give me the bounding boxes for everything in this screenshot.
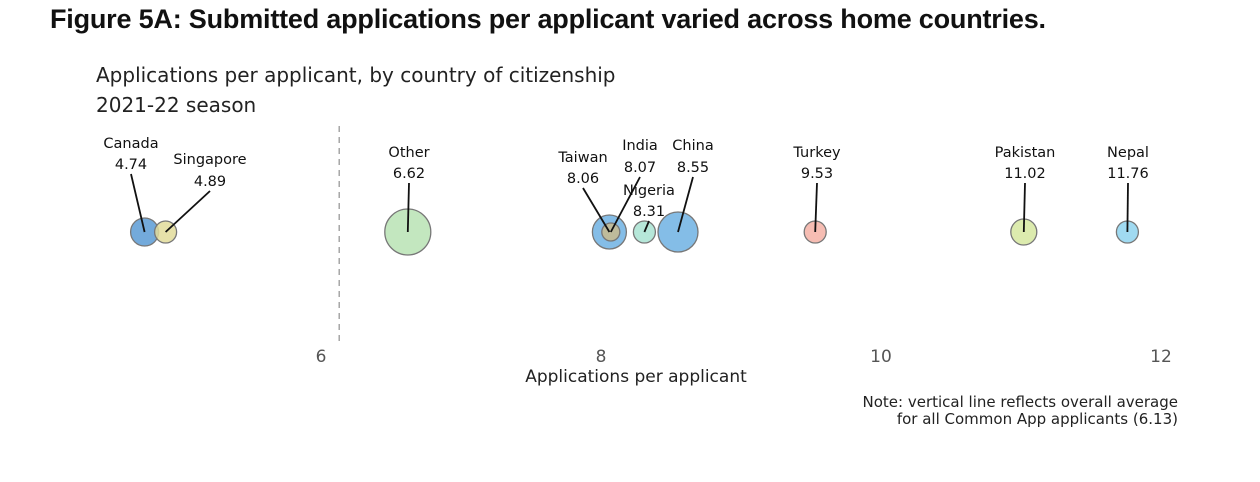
- point-label-turkey: Turkey: [792, 145, 841, 161]
- leader-line-china: [677, 176, 694, 233]
- leader-line-other: [406, 182, 410, 233]
- leader-line-singapore: [164, 190, 211, 233]
- note-line-2: for all Common App applicants (6.13): [896, 410, 1178, 428]
- point-label-pakistan: Pakistan: [995, 145, 1056, 161]
- point-label-other: Other: [388, 145, 429, 161]
- value-label-china: 8.55: [677, 160, 709, 176]
- leader-line-nigeria: [643, 220, 650, 233]
- value-label-pakistan: 11.02: [1004, 166, 1046, 182]
- point-label-nepal: Nepal: [1107, 145, 1149, 161]
- point-label-canada: Canada: [103, 136, 158, 152]
- point-label-nigeria: Nigeria: [623, 183, 675, 199]
- x-axis: Applications per applicant 6 8 10 12: [316, 347, 1172, 387]
- label-layer: Canada 4.74 Singapore 4.89 Other 6.62 Taiwan 8.…: [103, 136, 1149, 220]
- value-label-turkey: 9.53: [801, 166, 833, 182]
- leader-line-turkey: [814, 182, 818, 233]
- x-tick-label-8: 8: [596, 347, 607, 367]
- point-label-india: India: [622, 138, 658, 154]
- point-label-taiwan: Taiwan: [557, 150, 607, 166]
- value-label-india: 8.07: [624, 160, 656, 176]
- figure-title: Figure 5A: Submitted applications per ap…: [50, 4, 1046, 34]
- x-tick-label-10: 10: [870, 347, 892, 367]
- value-label-canada: 4.74: [115, 157, 147, 173]
- value-label-singapore: 4.89: [194, 174, 226, 190]
- x-axis-label: Applications per applicant: [525, 367, 747, 387]
- leader-line-pakistan: [1022, 182, 1026, 233]
- leader-line-taiwan: [582, 187, 611, 233]
- point-label-singapore: Singapore: [173, 152, 246, 168]
- value-label-nigeria: 8.31: [633, 204, 665, 220]
- chart-title: Applications per applicant, by country o…: [96, 63, 616, 87]
- chart-subtitle: 2021-22 season: [96, 93, 257, 117]
- value-label-nepal: 11.76: [1107, 166, 1149, 182]
- leader-line-canada: [130, 173, 146, 233]
- x-tick-label-12: 12: [1150, 347, 1172, 367]
- leader-layer: [130, 173, 1129, 233]
- x-tick-label-6: 6: [316, 347, 327, 367]
- value-label-taiwan: 8.06: [567, 171, 599, 187]
- leader-line-nepal: [1126, 182, 1129, 233]
- leader-line-india: [610, 176, 641, 233]
- note-line-1: Note: vertical line reflects overall ave…: [862, 393, 1178, 411]
- point-label-china: China: [672, 138, 713, 154]
- value-label-other: 6.62: [393, 166, 425, 182]
